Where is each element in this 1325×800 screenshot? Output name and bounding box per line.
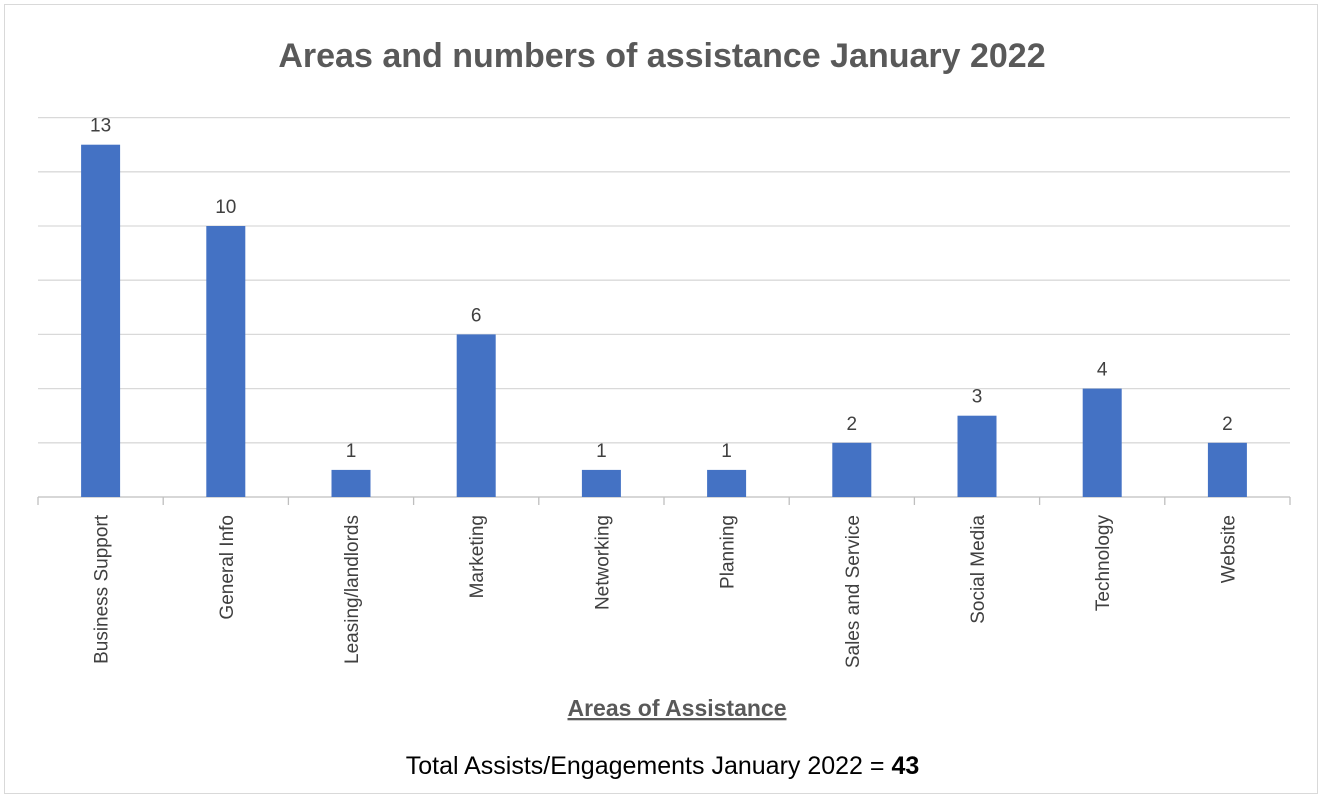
category-tick-label: Technology: [1093, 515, 1114, 612]
x-axis-title: Areas of Assistance: [567, 695, 786, 721]
data-label: 1: [596, 441, 607, 462]
bar: [1207, 442, 1247, 497]
data-label: 13: [90, 116, 111, 137]
bars: [81, 144, 1247, 497]
bar: [456, 334, 496, 497]
category-tick-label: Sales and Service: [843, 515, 864, 668]
category-tick-label: Marketing: [467, 515, 488, 598]
bar: [331, 469, 371, 497]
category-tick-label: Website: [1218, 515, 1239, 583]
total-prefix: Total Assists/Engagements January 2022 =: [405, 752, 892, 780]
total-assists-footer: Total Assists/Engagements January 2022 =…: [0, 752, 1325, 781]
bar: [581, 469, 621, 497]
data-label: 6: [471, 305, 482, 326]
bar: [81, 144, 121, 497]
category-tick-label: Networking: [592, 515, 613, 610]
bar: [957, 415, 997, 497]
data-label: 1: [346, 441, 357, 462]
total-value: 43: [891, 752, 920, 780]
category-tick-label: Business Support: [92, 514, 113, 664]
data-label: 1: [721, 441, 732, 462]
chart-title: Areas and numbers of assistance January …: [278, 37, 1045, 75]
category-tick-label: Planning: [718, 515, 739, 589]
category-tick-label: Leasing/landlords: [342, 515, 363, 664]
data-label: 4: [1097, 360, 1108, 381]
bar: [206, 226, 246, 497]
bar: [1082, 388, 1122, 497]
data-label: 2: [847, 414, 858, 435]
bar: [832, 442, 872, 497]
data-label: 10: [215, 197, 236, 218]
data-label: 3: [972, 387, 983, 408]
bar: [707, 469, 747, 497]
category-tick-labels: Business Support General Info Leasing/land…: [92, 514, 1240, 668]
category-tick-label: Social Media: [968, 515, 989, 624]
category-tick-label: General Info: [217, 515, 238, 620]
data-label: 2: [1222, 414, 1233, 435]
gridlines: [37, 116, 1291, 505]
